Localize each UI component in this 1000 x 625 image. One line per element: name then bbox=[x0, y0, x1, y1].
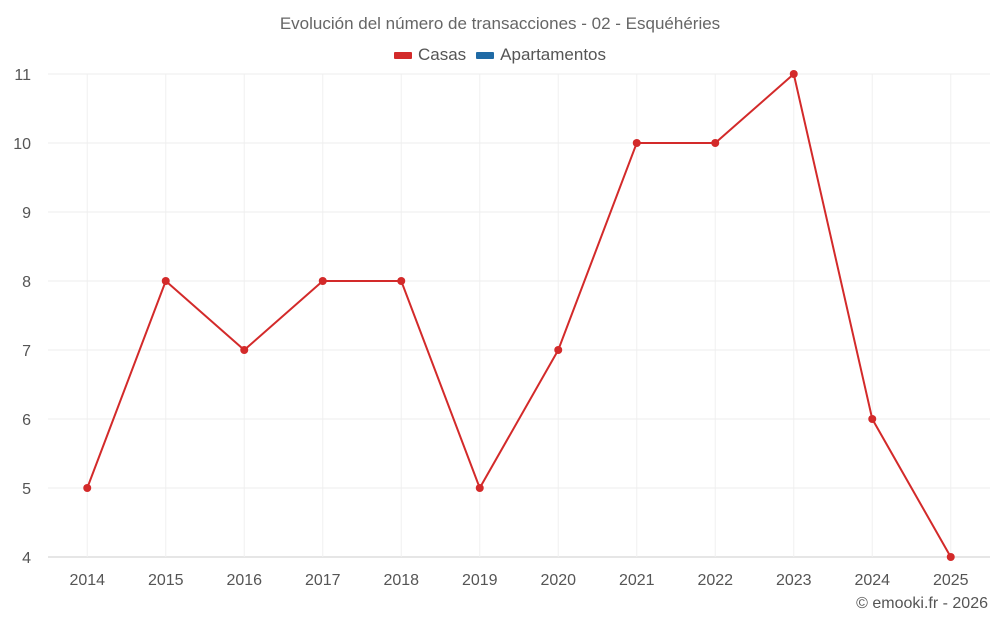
x-tick-label: 2014 bbox=[69, 572, 105, 589]
data-point-casas bbox=[946, 553, 955, 561]
data-point-casas bbox=[318, 277, 327, 285]
legend-label-casas: Casas bbox=[417, 45, 467, 64]
y-tick-label: 7 bbox=[22, 343, 31, 360]
y-tick-label: 5 bbox=[22, 481, 31, 498]
data-point-casas bbox=[83, 484, 92, 492]
credit-text: © emooki.fr - 2026 bbox=[856, 595, 988, 612]
x-tick-label: 2019 bbox=[462, 572, 498, 589]
y-tick-label: 10 bbox=[13, 136, 31, 153]
data-point-casas bbox=[475, 484, 484, 492]
data-point-casas bbox=[240, 346, 249, 354]
legend-swatch-casas bbox=[393, 51, 412, 59]
x-tick-label: 2018 bbox=[383, 572, 419, 589]
data-point-casas bbox=[711, 139, 720, 147]
x-tick-label: 2021 bbox=[619, 572, 655, 589]
x-tick-label: 2024 bbox=[854, 572, 890, 589]
series-line-casas bbox=[86, 73, 952, 558]
legend-label-apartamentos: Apartamentos bbox=[500, 45, 607, 64]
y-tick-label: 9 bbox=[22, 205, 31, 222]
data-point-casas bbox=[161, 277, 170, 285]
data-point-casas bbox=[632, 139, 641, 147]
y-tick-label: 6 bbox=[22, 412, 31, 429]
x-tick-label: 2022 bbox=[697, 572, 733, 589]
legend-item-casas[interactable]: Casas bbox=[393, 45, 467, 65]
data-point-casas bbox=[554, 346, 563, 354]
legend-item-apartamentos[interactable]: Apartamentos bbox=[476, 45, 606, 65]
x-tick-label: 2017 bbox=[305, 572, 341, 589]
data-point-casas bbox=[789, 70, 798, 78]
data-point-casas bbox=[868, 415, 877, 423]
x-tick-label: 2023 bbox=[776, 572, 812, 589]
legend-swatch-apartamentos bbox=[476, 51, 495, 59]
legend: Casas Apartamentos bbox=[0, 45, 1000, 65]
x-tick-label: 2016 bbox=[226, 572, 262, 589]
chart-title: Evolución del número de transacciones - … bbox=[279, 14, 721, 33]
y-tick-label: 8 bbox=[22, 274, 31, 291]
x-tick-label: 2020 bbox=[540, 572, 576, 589]
x-tick-label: 2015 bbox=[148, 572, 184, 589]
y-tick-label: 4 bbox=[22, 550, 31, 567]
y-tick-label: 11 bbox=[14, 67, 31, 84]
data-point-casas bbox=[397, 277, 406, 285]
x-tick-label: 2025 bbox=[933, 572, 969, 589]
